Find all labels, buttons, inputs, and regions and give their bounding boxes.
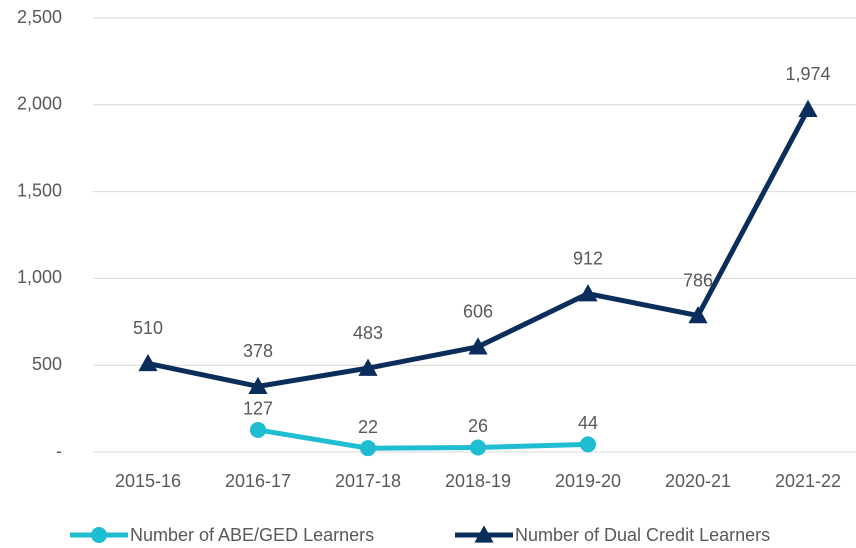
data-label: 26	[468, 416, 488, 436]
y-tick-label: 1,000	[17, 267, 62, 287]
data-point	[470, 439, 486, 456]
x-tick-label: 2018-19	[445, 471, 511, 491]
data-label: 786	[683, 270, 713, 290]
x-tick-label: 2021-22	[775, 471, 841, 491]
data-label: 1,974	[785, 64, 830, 84]
data-point	[358, 358, 378, 376]
data-point	[688, 305, 708, 324]
y-tick-label: 500	[32, 354, 62, 374]
legend-marker	[474, 525, 494, 543]
data-label: 510	[133, 318, 163, 338]
data-point	[798, 99, 818, 117]
data-point	[578, 284, 598, 302]
y-tick-label: 2,500	[17, 7, 62, 27]
data-label: 483	[353, 323, 383, 343]
x-tick-label: 2015-16	[115, 471, 181, 491]
legend-label: Number of ABE/GED Learners	[130, 525, 374, 545]
x-tick-label: 2019-20	[555, 471, 621, 491]
data-label: 44	[578, 413, 598, 433]
y-tick-label: -	[56, 441, 62, 461]
data-point	[250, 421, 266, 438]
x-tick-label: 2017-18	[335, 471, 401, 491]
legend-marker	[91, 527, 107, 543]
x-tick-label: 2016-17	[225, 471, 291, 491]
data-label: 912	[573, 248, 603, 268]
y-tick-label: 1,500	[17, 180, 62, 200]
y-tick-label: 2,000	[17, 94, 62, 114]
data-point	[468, 337, 488, 355]
data-point	[248, 376, 268, 395]
data-point	[580, 436, 596, 453]
data-label: 22	[358, 417, 378, 437]
series-line	[257, 427, 589, 451]
data-label: 127	[243, 399, 273, 419]
legend-label: Number of Dual Credit Learners	[515, 525, 770, 545]
x-tick-label: 2020-21	[665, 471, 731, 491]
data-point	[138, 353, 158, 372]
data-label: 378	[243, 341, 273, 361]
data-label: 606	[463, 302, 493, 322]
data-point	[360, 440, 376, 457]
